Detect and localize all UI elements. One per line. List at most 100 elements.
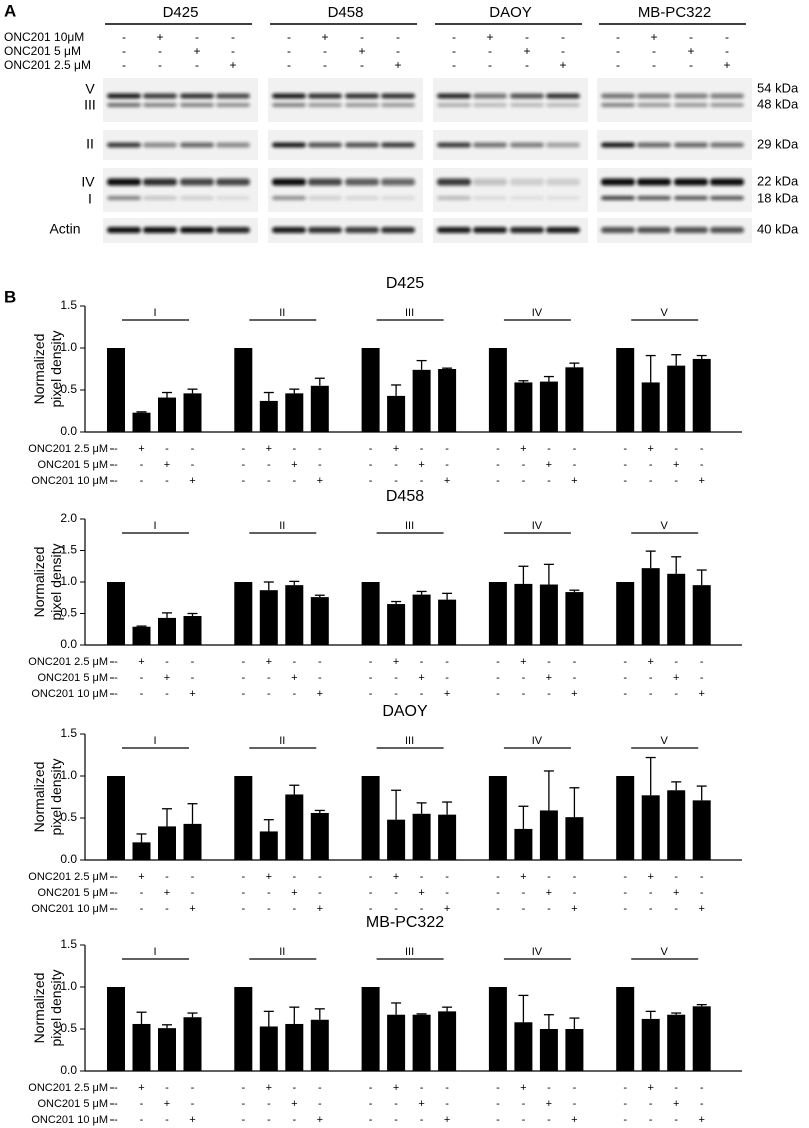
condition-sign: -	[700, 1082, 704, 1094]
blot-band	[437, 196, 471, 200]
condition-sign: -	[114, 887, 118, 899]
condition-sign: -	[700, 459, 704, 471]
cell-line-label: D425	[163, 4, 199, 21]
blot-strip	[597, 78, 752, 122]
blot-band	[381, 142, 415, 148]
condition-sign: -	[114, 475, 118, 487]
condition-sign: +	[673, 887, 679, 899]
treatment-sign: -	[287, 44, 291, 58]
blot-band	[601, 142, 635, 148]
condition-sign: -	[369, 1098, 373, 1110]
condition-sign: -	[369, 475, 373, 487]
chart-title: D425	[386, 275, 424, 292]
condition-sign: -	[522, 887, 526, 899]
treatment-sign: -	[725, 30, 729, 44]
bar	[158, 397, 176, 432]
band-label: Actin	[49, 221, 80, 237]
bar	[565, 592, 584, 645]
condition-sign: +	[444, 475, 450, 487]
condition-sign: -	[674, 903, 678, 915]
group-label: IV	[532, 307, 543, 319]
condition-sign: -	[292, 688, 296, 700]
condition-sign: -	[573, 1082, 577, 1094]
condition-sign: -	[445, 459, 449, 471]
group-label: V	[661, 307, 669, 319]
bar	[412, 594, 431, 645]
condition-sign: +	[418, 887, 424, 899]
treatment-sign: -	[396, 44, 400, 58]
condition-sign: -	[114, 672, 118, 684]
bar	[259, 590, 278, 645]
blot-band	[107, 178, 141, 186]
condition-sign: -	[394, 688, 398, 700]
bar	[641, 795, 660, 860]
condition-sign: -	[369, 688, 373, 700]
condition-label: ONC201 10 μM	[31, 475, 108, 487]
bar	[565, 1029, 584, 1071]
condition-sign: -	[292, 443, 296, 455]
bar	[514, 1022, 533, 1071]
blot-band	[437, 103, 471, 107]
bar	[259, 831, 278, 860]
bar	[285, 1023, 304, 1071]
bar	[641, 1018, 660, 1071]
bar	[565, 367, 584, 432]
bar	[361, 348, 380, 432]
condition-sign: -	[445, 887, 449, 899]
condition-sign: -	[267, 688, 271, 700]
condition-sign: -	[241, 1098, 245, 1110]
blot-band	[437, 142, 471, 148]
condition-sign: -	[241, 672, 245, 684]
blot-band	[308, 178, 342, 186]
condition-sign: -	[420, 903, 424, 915]
condition-sign: -	[292, 475, 296, 487]
y-tick-label: 1.0	[60, 340, 77, 354]
treatment-sign: -	[616, 44, 620, 58]
condition-sign: -	[573, 672, 577, 684]
y-tick-label: 1.0	[60, 979, 77, 993]
blot-strip	[103, 168, 258, 212]
bar	[438, 814, 457, 860]
blot-band	[143, 196, 177, 200]
condition-sign: -	[114, 459, 118, 471]
treatment-label: ONC201 10μM	[4, 30, 84, 44]
condition-sign: -	[318, 656, 322, 668]
condition-sign: -	[420, 1114, 424, 1126]
bar	[183, 1017, 202, 1071]
bar	[438, 1011, 457, 1071]
condition-sign: -	[547, 903, 551, 915]
group-label: IV	[532, 520, 543, 532]
condition-sign: -	[318, 1082, 322, 1094]
blot-band	[180, 93, 214, 99]
bar	[285, 794, 304, 860]
condition-sign: -	[649, 1114, 653, 1126]
bar	[310, 1019, 329, 1071]
treatment-sign: -	[287, 30, 291, 44]
condition-sign: -	[394, 903, 398, 915]
blot-band	[637, 196, 671, 200]
treatment-sign: +	[229, 58, 236, 72]
y-tick-label: 0.5	[60, 382, 77, 396]
blot-band	[180, 227, 214, 233]
y-tick-label: 0.0	[60, 424, 77, 438]
condition-sign: -	[369, 903, 373, 915]
condition-sign: -	[241, 887, 245, 899]
condition-sign: -	[241, 656, 245, 668]
condition-sign: -	[623, 443, 627, 455]
bar	[361, 582, 380, 645]
bar	[259, 1026, 278, 1071]
condition-sign: -	[420, 1082, 424, 1094]
blot-band	[510, 227, 544, 233]
condition-sign: +	[571, 1114, 577, 1126]
condition-sign: -	[674, 1082, 678, 1094]
blot-band	[180, 196, 214, 200]
blot-band	[473, 142, 507, 148]
blot-band	[510, 196, 544, 200]
band-size: 54 kDa	[757, 80, 799, 95]
condition-sign: -	[114, 1098, 118, 1110]
condition-sign: -	[496, 459, 500, 471]
bar	[438, 369, 457, 432]
condition-sign: +	[444, 688, 450, 700]
band-size: 18 kDa	[757, 190, 799, 205]
blot-band	[437, 178, 471, 186]
